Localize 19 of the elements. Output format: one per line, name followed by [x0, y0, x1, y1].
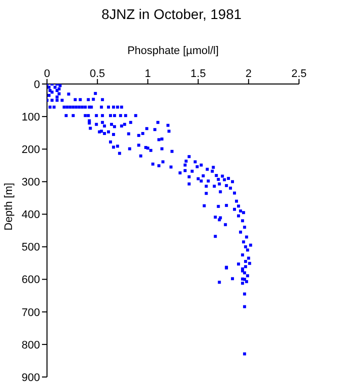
x-axis-title: Phosphate [µmol/l]	[127, 44, 219, 57]
y-tick-label: 500	[22, 242, 40, 254]
y-tick-label: 300	[22, 176, 40, 189]
y-tick-label: 800	[22, 339, 40, 352]
x-tick-label: 2.5	[291, 68, 307, 80]
x-tick-label: 0	[44, 68, 50, 80]
x-tick-label: 2	[246, 68, 252, 80]
y-tick-label: 0	[34, 78, 40, 91]
y-axis-title: Depth [m]	[2, 182, 15, 230]
x-tick-label: 1	[144, 68, 151, 80]
y-tick-label: 900	[22, 372, 40, 384]
x-tick-label: 1.5	[190, 68, 206, 80]
chart-title: 8JNZ in October, 1981	[100, 6, 243, 22]
x-tick-label: 0.5	[90, 68, 106, 80]
y-tick-label: 200	[22, 144, 40, 156]
y-tick-label: 700	[22, 306, 40, 319]
y-tick-label: 400	[22, 209, 40, 222]
y-tick-label: 100	[22, 111, 40, 124]
y-tick-label: 600	[22, 274, 40, 286]
